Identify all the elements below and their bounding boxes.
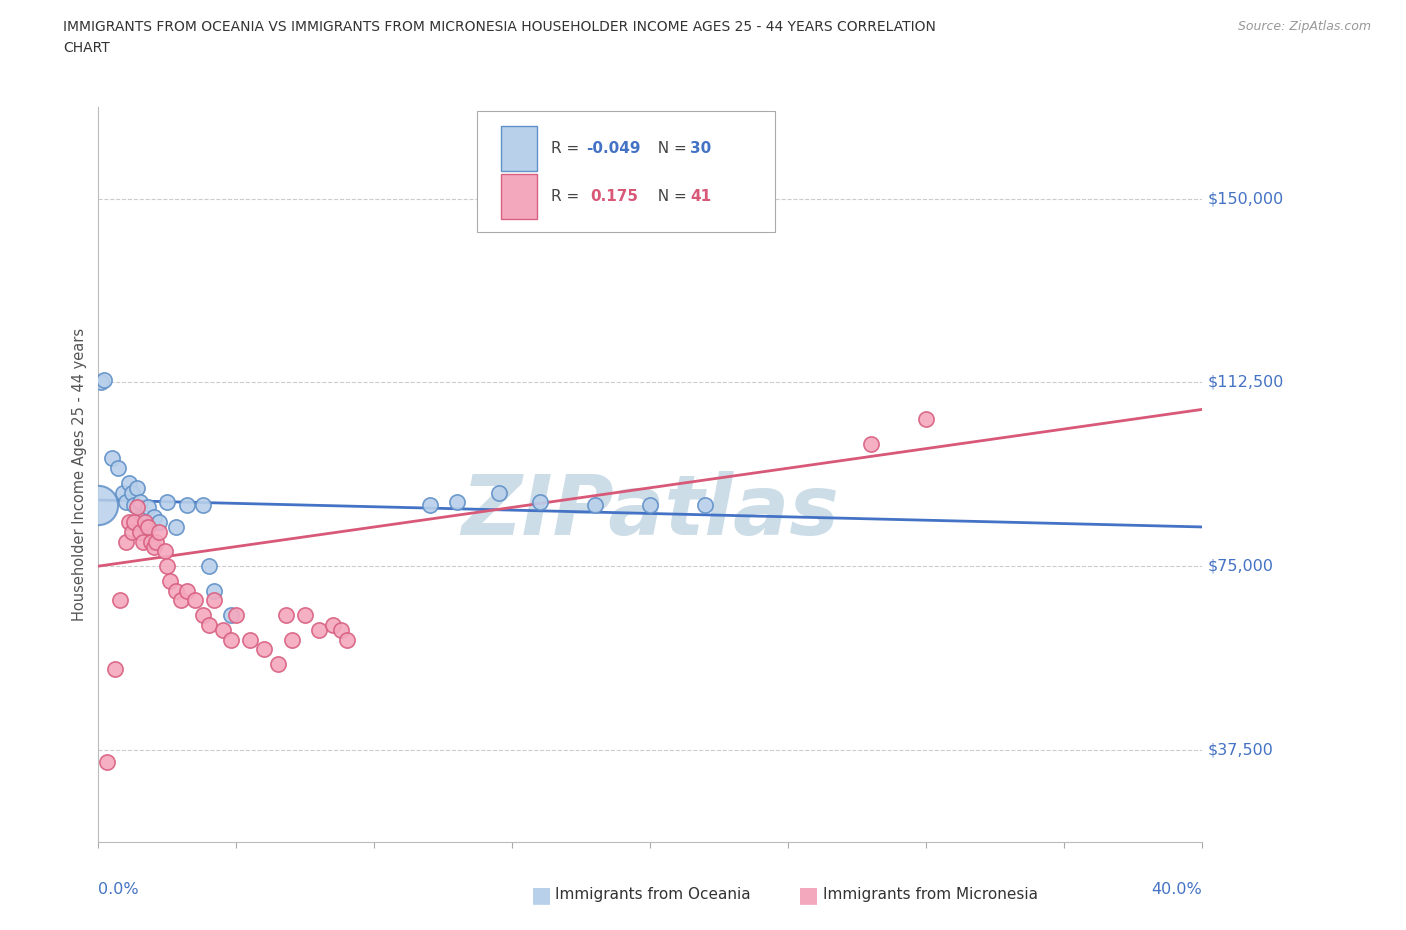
Point [121, 525, 143, 539]
Text: Source: ZipAtlas.com: Source: ZipAtlas.com [1237, 20, 1371, 33]
Point [142, 510, 165, 525]
Point [915, 412, 938, 427]
Point [139, 534, 162, 549]
Point [115, 534, 138, 549]
Point [96, 754, 118, 769]
Point [695, 498, 717, 512]
Text: $150,000: $150,000 [1208, 192, 1284, 206]
Point [322, 618, 344, 632]
Point [121, 485, 143, 500]
Point [253, 642, 276, 657]
Point [219, 632, 242, 647]
Point [176, 583, 198, 598]
Point [280, 632, 302, 647]
Point [107, 460, 129, 475]
Text: $112,500: $112,500 [1208, 375, 1284, 390]
Point [101, 451, 124, 466]
Point [128, 495, 150, 510]
Point [87, 498, 110, 512]
Point [136, 520, 159, 535]
Y-axis label: Householder Income Ages 25 - 44 years: Householder Income Ages 25 - 44 years [72, 327, 87, 621]
Point [202, 583, 225, 598]
Text: N =: N = [648, 141, 692, 156]
Point [136, 500, 159, 515]
Point [330, 622, 353, 637]
Point [529, 495, 551, 510]
Text: $75,000: $75,000 [1208, 559, 1274, 574]
Point [110, 593, 132, 608]
FancyBboxPatch shape [502, 126, 537, 171]
Text: Immigrants from Oceania: Immigrants from Oceania [555, 887, 751, 902]
Point [148, 525, 170, 539]
Point [176, 498, 198, 512]
Text: 41: 41 [690, 189, 711, 204]
Point [197, 559, 219, 574]
Point [131, 534, 153, 549]
Text: Immigrants from Micronesia: Immigrants from Micronesia [823, 887, 1038, 902]
Point [153, 544, 176, 559]
Text: 0.0%: 0.0% [98, 882, 139, 897]
Point [134, 514, 156, 529]
Text: 0.175: 0.175 [591, 189, 638, 204]
Point [124, 514, 146, 529]
Point [638, 498, 661, 512]
Point [145, 534, 167, 549]
Point [124, 498, 146, 512]
Point [118, 514, 141, 529]
Text: R =: R = [551, 141, 583, 156]
Text: IMMIGRANTS FROM OCEANIA VS IMMIGRANTS FROM MICRONESIA HOUSEHOLDER INCOME AGES 25: IMMIGRANTS FROM OCEANIA VS IMMIGRANTS FR… [63, 20, 936, 34]
Point [193, 607, 215, 622]
Point [336, 632, 359, 647]
Point [219, 607, 242, 622]
Text: R =: R = [551, 189, 583, 204]
Point [165, 520, 187, 535]
Point [446, 495, 468, 510]
Point [125, 480, 148, 495]
Point [583, 498, 606, 512]
Point [118, 475, 141, 490]
Text: CHART: CHART [63, 41, 110, 55]
Point [156, 495, 179, 510]
Point [170, 593, 193, 608]
Point [134, 520, 156, 535]
Text: ■: ■ [531, 884, 551, 905]
Text: ZIPatlas: ZIPatlas [461, 471, 839, 551]
Point [239, 632, 262, 647]
Point [125, 500, 148, 515]
Point [419, 498, 441, 512]
Point [148, 514, 170, 529]
Point [860, 436, 883, 451]
Point [488, 485, 510, 500]
Point [267, 657, 290, 671]
Text: N =: N = [648, 189, 692, 204]
Text: -0.049: -0.049 [586, 141, 641, 156]
Point [156, 559, 179, 574]
FancyBboxPatch shape [477, 111, 775, 232]
Point [128, 525, 150, 539]
Point [90, 375, 112, 390]
Point [112, 485, 135, 500]
Point [197, 618, 219, 632]
Point [159, 574, 181, 589]
Text: $37,500: $37,500 [1208, 742, 1274, 757]
Text: 30: 30 [690, 141, 711, 156]
Point [225, 607, 247, 622]
Point [202, 593, 225, 608]
Point [115, 495, 138, 510]
Point [211, 622, 233, 637]
Point [193, 498, 215, 512]
Point [104, 661, 127, 676]
Point [274, 607, 297, 622]
Point [93, 373, 115, 388]
FancyBboxPatch shape [502, 174, 537, 219]
Text: ■: ■ [799, 884, 818, 905]
Point [184, 593, 207, 608]
Point [294, 607, 316, 622]
Point [142, 539, 165, 554]
Point [308, 622, 330, 637]
Text: 40.0%: 40.0% [1152, 882, 1202, 897]
Point [131, 510, 153, 525]
Point [165, 583, 187, 598]
